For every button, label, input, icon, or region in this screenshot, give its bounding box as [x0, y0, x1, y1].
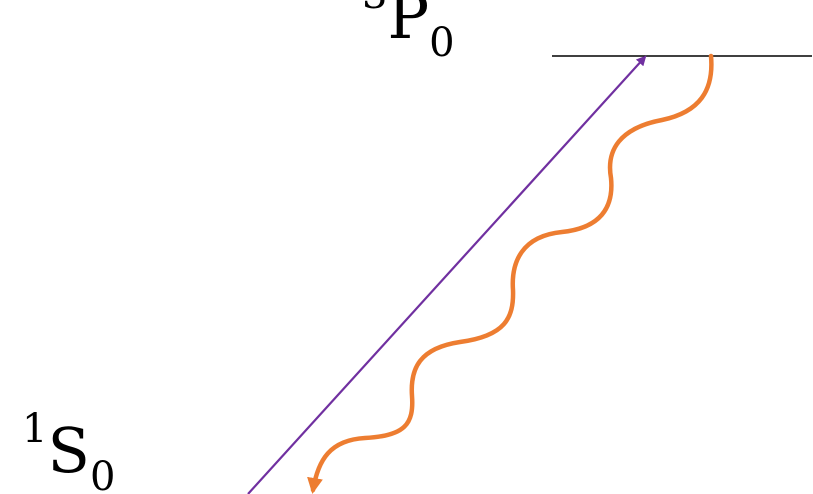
lower-state-multiplicity: 1 — [22, 406, 48, 452]
upper-state-multiplicity: 3 — [362, 0, 387, 18]
upper-state-label: 3P0 — [362, 0, 455, 63]
lower-state-j: 0 — [89, 454, 116, 494]
lower-state-label: 1S0 — [22, 409, 115, 494]
emission-wave-arrow — [307, 53, 714, 494]
excitation-arrow — [247, 55, 647, 494]
lower-state-letter: S — [47, 414, 90, 487]
upper-state-j: 0 — [429, 20, 455, 66]
upper-state-letter: P — [387, 0, 430, 53]
